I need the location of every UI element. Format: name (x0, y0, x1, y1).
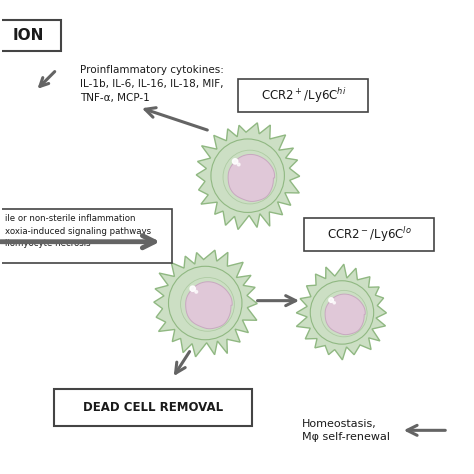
Polygon shape (154, 250, 257, 357)
Circle shape (190, 286, 195, 292)
Polygon shape (196, 123, 300, 229)
Circle shape (329, 298, 334, 302)
FancyBboxPatch shape (238, 79, 368, 112)
Circle shape (232, 159, 238, 164)
Circle shape (310, 281, 374, 344)
Circle shape (211, 139, 284, 212)
Circle shape (195, 291, 198, 293)
Circle shape (168, 266, 242, 340)
FancyBboxPatch shape (0, 209, 172, 263)
FancyBboxPatch shape (0, 20, 62, 51)
Polygon shape (228, 155, 274, 201)
FancyBboxPatch shape (304, 218, 434, 251)
Text: Homeostasis,
Mφ self-renewal: Homeostasis, Mφ self-renewal (302, 419, 390, 442)
FancyBboxPatch shape (55, 389, 252, 426)
Text: DEAD CELL REMOVAL: DEAD CELL REMOVAL (83, 401, 223, 414)
Text: CCR2$^+$/Ly6C$^{hi}$: CCR2$^+$/Ly6C$^{hi}$ (261, 86, 346, 105)
Polygon shape (186, 282, 232, 329)
Text: ile or non-sterile inflammation
xoxia-induced signaling pathways
liomyocyte necr: ile or non-sterile inflammation xoxia-in… (5, 214, 151, 248)
Text: ION: ION (13, 27, 44, 43)
Text: CCR2$^-$/Ly6C$^{lo}$: CCR2$^-$/Ly6C$^{lo}$ (327, 225, 412, 244)
Circle shape (333, 301, 336, 304)
Circle shape (237, 163, 240, 166)
Text: Proinflammatory cytokines:
IL-1b, IL-6, IL-16, IL-18, MIF,
TNF-α, MCP-1: Proinflammatory cytokines: IL-1b, IL-6, … (80, 65, 224, 103)
Polygon shape (325, 294, 365, 335)
Polygon shape (296, 264, 386, 360)
